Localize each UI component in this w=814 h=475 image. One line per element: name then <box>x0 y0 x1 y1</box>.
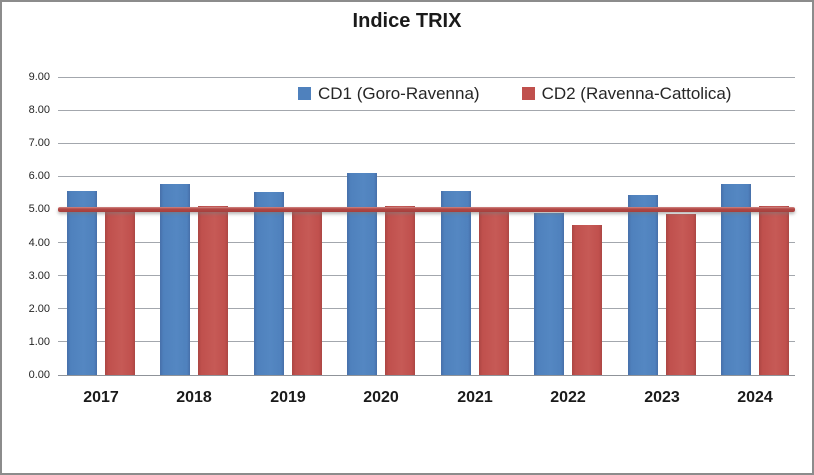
bar-cd2-2018 <box>198 206 228 375</box>
x-tick-label-2022: 2022 <box>550 389 586 406</box>
y-tick-label: 8.00 <box>28 104 50 117</box>
legend-label-cd2: CD2 (Ravenna-Cattolica) <box>541 84 732 103</box>
gridline <box>58 341 795 343</box>
bar-cd1-2021 <box>441 191 471 375</box>
bar-cd2-2017 <box>105 212 135 375</box>
y-tick-label: 9.00 <box>28 71 50 83</box>
y-tick-label: 4.00 <box>28 236 50 249</box>
legend-swatch-cd2-icon <box>521 87 535 100</box>
bar-cd1-2023 <box>628 195 658 375</box>
x-tick-label-2023: 2023 <box>644 389 680 406</box>
x-tick-label-2017: 2017 <box>83 389 119 406</box>
bar-cd2-2020 <box>385 206 415 375</box>
threshold-line <box>58 207 795 212</box>
bar-cd1-2019 <box>254 192 284 375</box>
bar-cd1-2024 <box>721 184 751 375</box>
x-tick-label-2024: 2024 <box>737 389 773 406</box>
y-tick-label: 7.00 <box>28 137 50 150</box>
gridline <box>58 76 795 78</box>
bar-cd2-2022 <box>572 225 602 375</box>
x-axis-line <box>58 374 795 376</box>
legend-label-cd1: CD1 (Goro-Ravenna) <box>318 84 480 103</box>
y-tick-label: 5.00 <box>28 203 50 216</box>
legend: CD1 (Goro-Ravenna) CD2 (Ravenna-Cattolic… <box>298 85 731 102</box>
gridline <box>58 242 795 244</box>
gridline <box>58 275 795 277</box>
bar-cd2-2019 <box>292 212 322 375</box>
x-tick-label-2021: 2021 <box>457 389 493 406</box>
chart-title: Indice TRIX <box>352 10 462 32</box>
bar-cd2-2024 <box>759 206 789 375</box>
plot-area <box>58 76 795 376</box>
x-tick-label-2020: 2020 <box>363 389 399 406</box>
bar-cd1-2018 <box>160 184 190 375</box>
gridline <box>58 142 795 144</box>
legend-entry-cd2: CD2 (Ravenna-Cattolica) <box>521 84 732 103</box>
y-tick-label: 1.00 <box>28 335 50 348</box>
gridline <box>58 175 795 177</box>
bar-cd1-2020 <box>347 173 377 375</box>
legend-entry-cd1: CD1 (Goro-Ravenna) <box>298 85 480 102</box>
gridline <box>58 109 795 111</box>
bar-cd1-2022 <box>534 213 564 375</box>
x-tick-label-2018: 2018 <box>176 389 212 406</box>
y-tick-label: 6.00 <box>28 170 50 183</box>
y-tick-label: 2.00 <box>28 302 50 315</box>
bar-cd2-2023 <box>666 214 696 375</box>
legend-swatch-cd1-icon <box>298 87 311 100</box>
y-tick-label: 0.00 <box>28 369 50 381</box>
bar-cd1-2017 <box>67 191 97 375</box>
x-tick-label-2019: 2019 <box>270 389 306 406</box>
y-tick-label: 3.00 <box>28 269 50 282</box>
gridline <box>58 308 795 310</box>
bar-cd2-2021 <box>479 209 509 375</box>
